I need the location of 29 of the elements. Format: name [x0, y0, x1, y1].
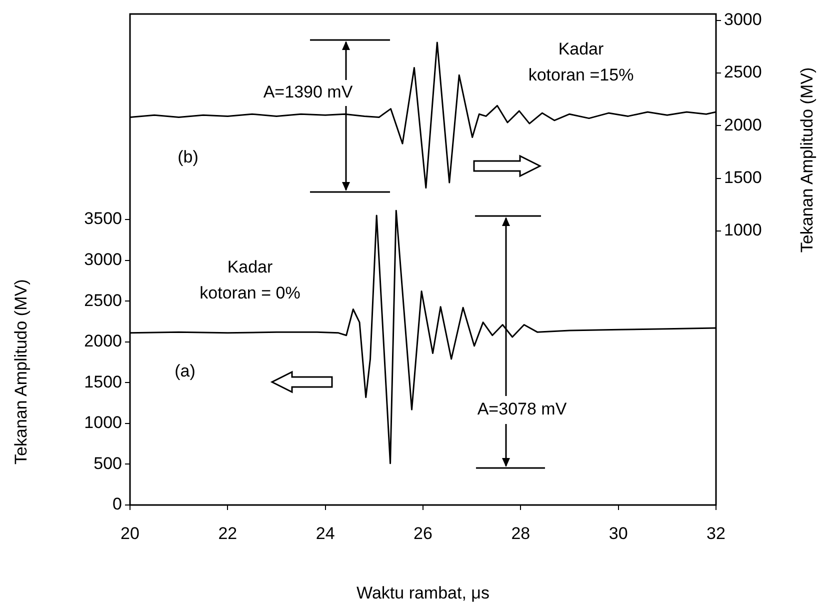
y2-tick-label: 3000: [724, 10, 762, 30]
y-tick-label: 1000: [84, 413, 122, 432]
y-tick-label: 2000: [84, 332, 122, 351]
x-axis-title: Waktu rambat, μs: [356, 583, 490, 602]
x-tick-label: 30: [608, 524, 628, 543]
y2-tick-label: 2000: [724, 115, 762, 134]
x-tick-label: 22: [218, 524, 238, 543]
y2-tick-label: 1000: [724, 220, 762, 240]
y-tick-label: 2500: [84, 290, 122, 310]
y2-tick-label: 2500: [724, 62, 762, 82]
x-tick-label: 28: [511, 524, 530, 543]
annotation: Kadar kotoran = 0%: [200, 258, 300, 303]
y-tick-label: 3000: [84, 250, 122, 270]
annotation: Kadar kotoran =15%: [528, 40, 634, 85]
x-tick-label: 32: [706, 524, 726, 543]
x-tick-label: 24: [316, 524, 335, 543]
x-tick-label: 26: [414, 524, 432, 543]
y2-tick-label: 1500: [724, 168, 762, 188]
y-axis-title: Tekanan Amplitudo (MV): [12, 279, 31, 464]
annotation: (b): [178, 148, 198, 167]
x-tick-label: 20: [120, 524, 140, 543]
y-tick-label: 1500: [84, 372, 122, 392]
annotation: (a): [174, 362, 196, 381]
y2-axis-title: Tekanan Amplitudo (MV): [798, 67, 817, 253]
y-tick-label: 0: [112, 494, 122, 514]
y-tick-label: 3500: [84, 209, 122, 228]
y-tick-label: 500: [94, 454, 122, 473]
annotation: A=1390 mV: [263, 82, 354, 102]
annotation: A=3078 mV: [477, 400, 568, 419]
